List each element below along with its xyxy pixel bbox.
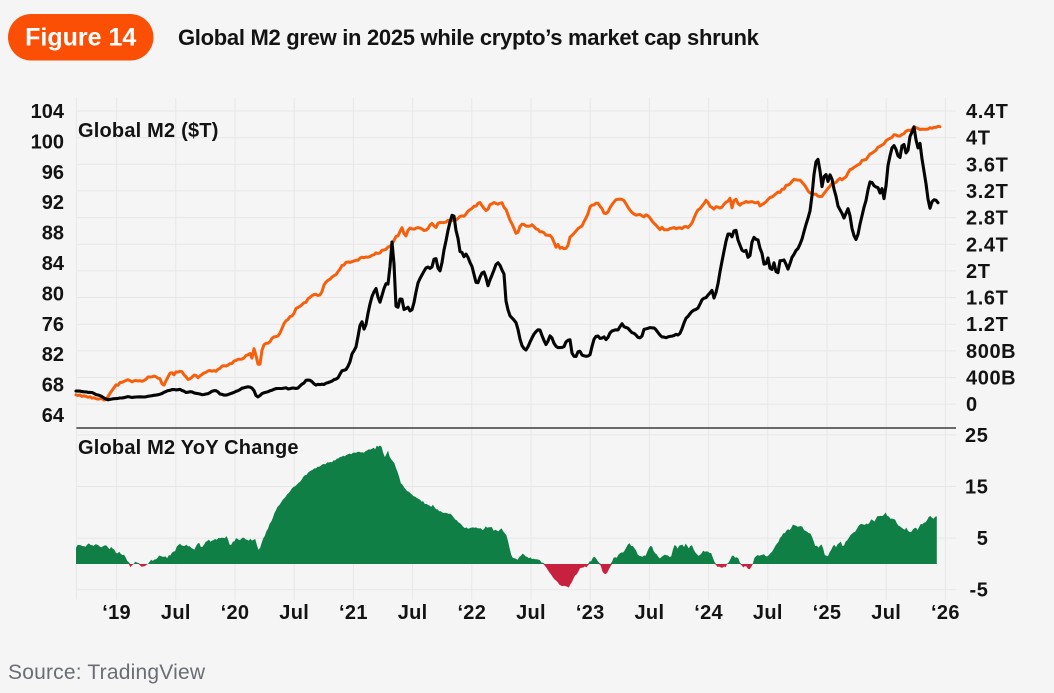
svg-text:Global M2 grew in 2025 while c: Global M2 grew in 2025 while crypto’s ma… [178, 25, 760, 50]
svg-text:3.6T: 3.6T [966, 154, 1008, 176]
svg-text:2.4T: 2.4T [966, 234, 1008, 256]
svg-text:80: 80 [42, 283, 64, 305]
svg-text:Jul: Jul [161, 602, 191, 624]
svg-text:‘25: ‘25 [813, 602, 842, 624]
svg-text:0: 0 [966, 394, 978, 416]
svg-text:92: 92 [42, 192, 64, 214]
svg-text:4.4T: 4.4T [966, 101, 1008, 123]
svg-text:Jul: Jul [516, 602, 546, 624]
svg-text:25: 25 [965, 425, 988, 447]
svg-text:Jul: Jul [279, 602, 309, 624]
svg-text:100: 100 [31, 131, 64, 153]
svg-text:Figure 14: Figure 14 [25, 24, 136, 52]
svg-text:800B: 800B [966, 341, 1016, 363]
svg-text:82: 82 [42, 344, 64, 366]
svg-text:76: 76 [42, 314, 64, 336]
svg-text:-5: -5 [970, 580, 989, 602]
svg-text:2T: 2T [966, 261, 991, 283]
svg-text:96: 96 [42, 162, 64, 184]
svg-text:104: 104 [31, 101, 65, 123]
svg-text:2.8T: 2.8T [966, 208, 1008, 230]
svg-text:Global M2 YoY Change: Global M2 YoY Change [78, 437, 299, 459]
svg-text:Jul: Jul [635, 602, 665, 624]
svg-text:‘24: ‘24 [694, 602, 723, 624]
svg-text:Jul: Jul [871, 602, 901, 624]
svg-text:‘21: ‘21 [339, 602, 368, 624]
svg-text:15: 15 [965, 477, 988, 499]
svg-text:Source: TradingView: Source: TradingView [8, 661, 206, 684]
svg-text:1.2T: 1.2T [966, 314, 1008, 336]
svg-text:‘26: ‘26 [931, 602, 960, 624]
svg-text:Jul: Jul [398, 602, 428, 624]
svg-text:68: 68 [42, 375, 64, 397]
svg-text:84: 84 [42, 253, 65, 275]
svg-text:Jul: Jul [753, 602, 783, 624]
svg-text:400B: 400B [966, 368, 1016, 390]
svg-text:64: 64 [42, 405, 65, 427]
svg-text:‘20: ‘20 [221, 602, 250, 624]
svg-text:4T: 4T [966, 128, 991, 150]
svg-text:88: 88 [42, 223, 64, 245]
svg-text:3.2T: 3.2T [966, 181, 1008, 203]
svg-text:‘19: ‘19 [102, 602, 131, 624]
svg-text:‘22: ‘22 [457, 602, 486, 624]
svg-text:5: 5 [977, 528, 989, 550]
svg-text:1.6T: 1.6T [966, 288, 1008, 310]
svg-text:Global M2 ($T): Global M2 ($T) [78, 120, 219, 142]
svg-text:‘23: ‘23 [576, 602, 605, 624]
